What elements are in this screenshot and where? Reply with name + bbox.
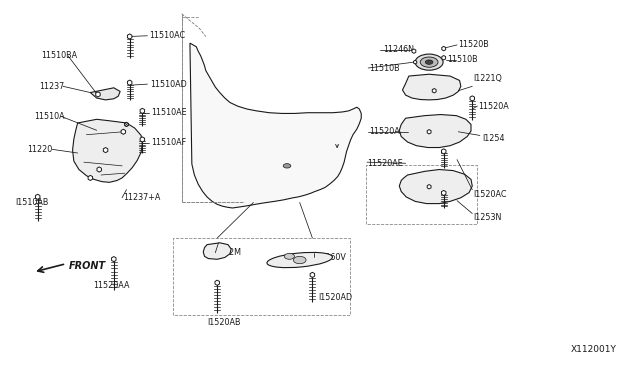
Text: 11510AF: 11510AF <box>151 138 186 147</box>
Text: 11246N: 11246N <box>383 45 415 54</box>
Text: 11510AD: 11510AD <box>150 80 187 89</box>
Text: 11510B: 11510B <box>447 55 477 64</box>
Text: 11520AE: 11520AE <box>367 159 403 168</box>
Polygon shape <box>428 185 431 189</box>
Text: I1254: I1254 <box>482 134 504 143</box>
Polygon shape <box>127 34 132 39</box>
Text: 11237: 11237 <box>40 82 65 91</box>
Circle shape <box>426 60 433 64</box>
Text: 11510A: 11510A <box>35 112 65 121</box>
Polygon shape <box>442 55 445 60</box>
Polygon shape <box>470 96 474 101</box>
Polygon shape <box>90 88 120 100</box>
Text: 11510AC: 11510AC <box>148 31 185 40</box>
Text: 11220: 11220 <box>27 145 52 154</box>
Polygon shape <box>442 190 446 196</box>
Polygon shape <box>96 92 100 97</box>
Polygon shape <box>310 272 315 278</box>
Polygon shape <box>204 243 231 259</box>
Text: I1960V: I1960V <box>319 253 347 262</box>
Polygon shape <box>442 46 445 51</box>
Polygon shape <box>97 167 102 172</box>
Polygon shape <box>121 129 125 134</box>
Polygon shape <box>72 119 142 182</box>
Polygon shape <box>413 60 417 64</box>
Polygon shape <box>215 280 220 285</box>
Polygon shape <box>125 122 129 126</box>
Polygon shape <box>190 43 361 208</box>
Text: 11510B: 11510B <box>369 64 400 73</box>
Circle shape <box>420 57 438 67</box>
Text: X112001Y: X112001Y <box>571 345 617 354</box>
Polygon shape <box>88 175 93 180</box>
Polygon shape <box>140 137 145 142</box>
Text: I1510AB: I1510AB <box>15 198 49 207</box>
Polygon shape <box>428 129 431 134</box>
Text: FRONT: FRONT <box>68 261 106 271</box>
Polygon shape <box>111 257 116 262</box>
Text: 11510BA: 11510BA <box>41 51 77 60</box>
Text: 11520B: 11520B <box>458 41 489 49</box>
Text: I1253N: I1253N <box>474 213 502 222</box>
Circle shape <box>415 54 443 70</box>
Polygon shape <box>127 80 132 85</box>
Polygon shape <box>140 108 145 113</box>
Polygon shape <box>103 148 108 153</box>
Text: I1520AB: I1520AB <box>207 318 241 327</box>
Ellipse shape <box>267 252 332 267</box>
Polygon shape <box>403 74 461 100</box>
Circle shape <box>284 164 291 168</box>
Polygon shape <box>35 194 40 199</box>
Text: 11332M: 11332M <box>209 248 241 257</box>
Text: I1520AC: I1520AC <box>474 190 507 199</box>
Polygon shape <box>442 149 446 154</box>
Text: 11510AE: 11510AE <box>151 108 187 117</box>
Polygon shape <box>399 170 472 203</box>
Circle shape <box>284 253 294 259</box>
Text: I1520AD: I1520AD <box>318 293 352 302</box>
Text: 11520AA: 11520AA <box>93 281 129 290</box>
Polygon shape <box>412 49 416 53</box>
Polygon shape <box>432 89 436 93</box>
Text: I1221Q: I1221Q <box>474 74 502 83</box>
Polygon shape <box>399 115 471 148</box>
Circle shape <box>293 256 306 264</box>
Text: 11237+A: 11237+A <box>124 193 161 202</box>
Text: 11520A: 11520A <box>369 127 400 136</box>
Text: 11520A: 11520A <box>479 102 509 110</box>
